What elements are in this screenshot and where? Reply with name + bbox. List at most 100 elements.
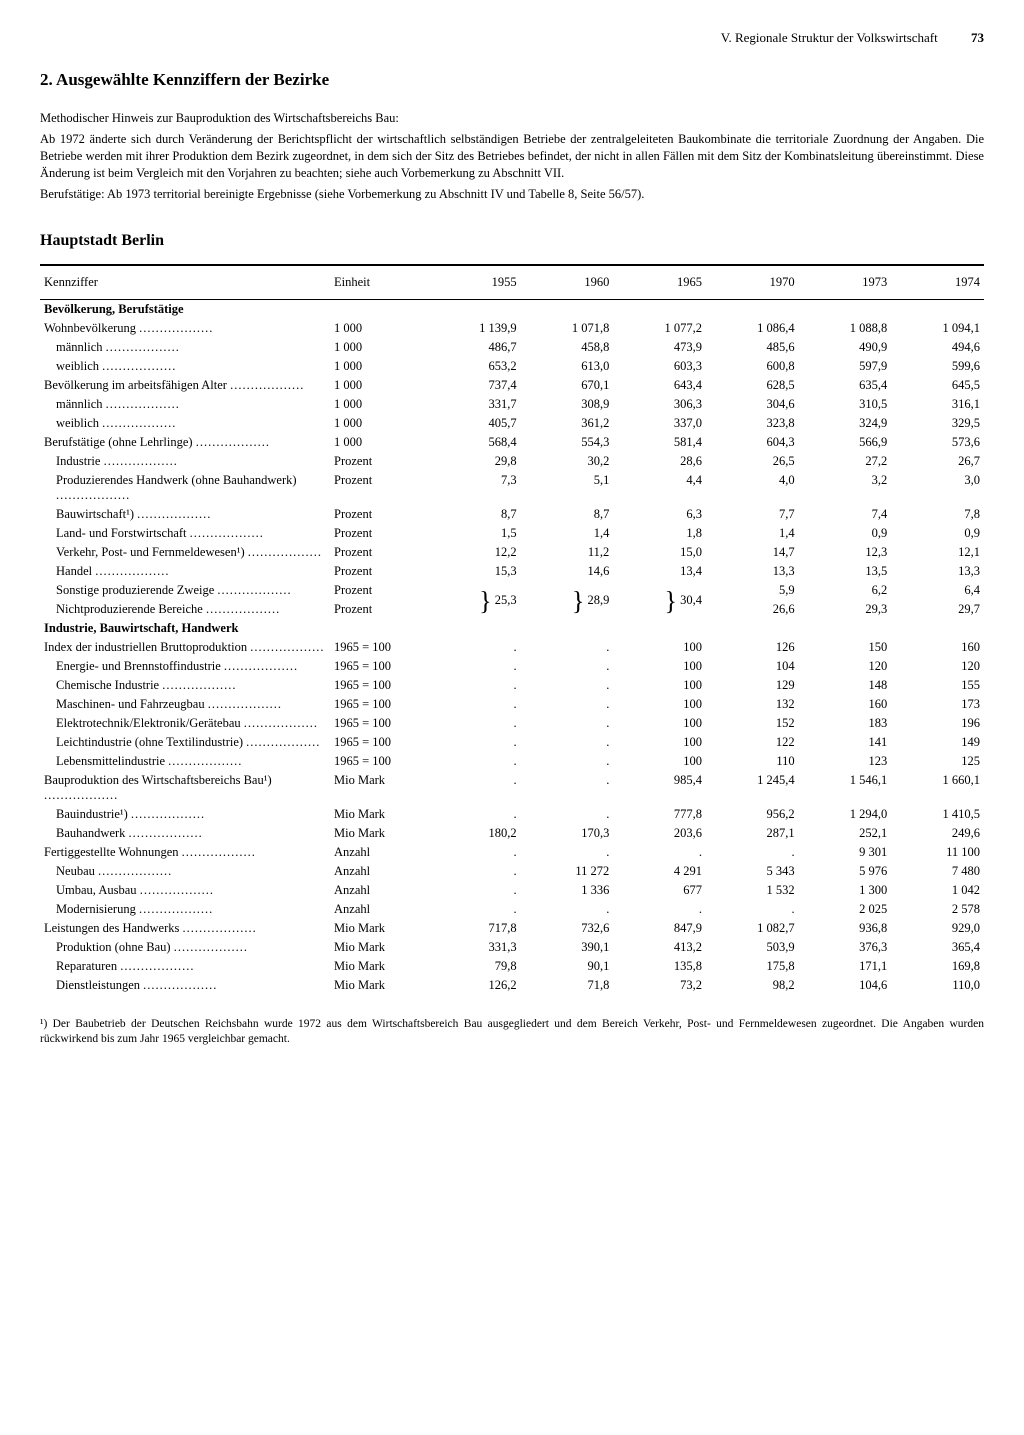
cell-value: 304,6 bbox=[706, 395, 799, 414]
cell-value: 777,8 bbox=[613, 805, 706, 824]
row-label: weiblich bbox=[40, 414, 330, 433]
cell-value: 29,3 bbox=[799, 600, 892, 619]
cell-value: } 28,9 bbox=[521, 581, 614, 619]
row-unit: 1965 = 100 bbox=[330, 657, 428, 676]
cell-value: 110 bbox=[706, 752, 799, 771]
cell-value: 458,8 bbox=[521, 338, 614, 357]
cell-value: 331,7 bbox=[428, 395, 521, 414]
cell-value: 11 100 bbox=[891, 843, 984, 862]
cell-value: . bbox=[521, 805, 614, 824]
cell-value: 100 bbox=[613, 657, 706, 676]
row-label: Modernisierung bbox=[40, 900, 330, 919]
cell-value: 566,9 bbox=[799, 433, 892, 452]
cell-value: 122 bbox=[706, 733, 799, 752]
cell-value: 316,1 bbox=[891, 395, 984, 414]
table-row: Chemische Industrie 1965 = 100..10012914… bbox=[40, 676, 984, 695]
cell-value: 1 336 bbox=[521, 881, 614, 900]
cell-value: . bbox=[521, 695, 614, 714]
cell-value: 600,8 bbox=[706, 357, 799, 376]
cell-value: 5,1 bbox=[521, 471, 614, 505]
cell-value: 1 139,9 bbox=[428, 319, 521, 338]
cell-value: . bbox=[706, 900, 799, 919]
cell-value: 15,0 bbox=[613, 543, 706, 562]
cell-value: 337,0 bbox=[613, 414, 706, 433]
cell-value: . bbox=[428, 900, 521, 919]
chapter-title: V. Regionale Struktur der Volkswirtschaf… bbox=[721, 30, 938, 45]
cell-value: 73,2 bbox=[613, 976, 706, 995]
cell-value: 152 bbox=[706, 714, 799, 733]
page-header: V. Regionale Struktur der Volkswirtschaf… bbox=[40, 30, 984, 46]
cell-value: 1 094,1 bbox=[891, 319, 984, 338]
cell-value: 737,4 bbox=[428, 376, 521, 395]
cell-value: 160 bbox=[891, 638, 984, 657]
table-row: Bauproduktion des Wirtschaftsbereichs Ba… bbox=[40, 771, 984, 805]
cell-value: 125 bbox=[891, 752, 984, 771]
cell-value: . bbox=[613, 843, 706, 862]
row-unit: Mio Mark bbox=[330, 771, 428, 805]
cell-value: . bbox=[428, 638, 521, 657]
table-row: Neubau Anzahl.11 2724 2915 3435 9767 480 bbox=[40, 862, 984, 881]
cell-value: 1 294,0 bbox=[799, 805, 892, 824]
cell-value: 7 480 bbox=[891, 862, 984, 881]
note-paragraph: Berufstätige: Ab 1973 territorial berein… bbox=[40, 186, 984, 203]
cell-value: 7,3 bbox=[428, 471, 521, 505]
cell-value: 7,4 bbox=[799, 505, 892, 524]
cell-value: . bbox=[521, 657, 614, 676]
cell-value: 486,7 bbox=[428, 338, 521, 357]
cell-value: 173 bbox=[891, 695, 984, 714]
row-unit: Anzahl bbox=[330, 900, 428, 919]
table-row: Energie- und Brennstoffindustrie 1965 = … bbox=[40, 657, 984, 676]
table-row: Bauwirtschaft¹) Prozent8,78,76,37,77,47,… bbox=[40, 505, 984, 524]
cell-value: . bbox=[428, 657, 521, 676]
row-unit: Mio Mark bbox=[330, 976, 428, 995]
cell-value: 604,3 bbox=[706, 433, 799, 452]
row-unit: Anzahl bbox=[330, 862, 428, 881]
row-label: Sonstige produzierende Zweige bbox=[40, 581, 330, 600]
cell-value: 0,9 bbox=[891, 524, 984, 543]
row-unit: Prozent bbox=[330, 452, 428, 471]
cell-value: . bbox=[428, 733, 521, 752]
cell-value: 100 bbox=[613, 733, 706, 752]
cell-value: 141 bbox=[799, 733, 892, 752]
cell-value: 175,8 bbox=[706, 957, 799, 976]
table-row: Produzierendes Handwerk (ohne Bauhandwer… bbox=[40, 471, 984, 505]
row-unit: Prozent bbox=[330, 524, 428, 543]
cell-value: 15,3 bbox=[428, 562, 521, 581]
cell-value: 160 bbox=[799, 695, 892, 714]
table-row: weiblich 1 000405,7361,2337,0323,8324,93… bbox=[40, 414, 984, 433]
cell-value: . bbox=[428, 695, 521, 714]
row-unit: 1965 = 100 bbox=[330, 752, 428, 771]
cell-value: 936,8 bbox=[799, 919, 892, 938]
row-unit: Prozent bbox=[330, 543, 428, 562]
cell-value: 5 343 bbox=[706, 862, 799, 881]
cell-value: 365,4 bbox=[891, 938, 984, 957]
cell-value: 628,5 bbox=[706, 376, 799, 395]
cell-value: 148 bbox=[799, 676, 892, 695]
row-unit: Prozent bbox=[330, 581, 428, 600]
cell-value: 643,4 bbox=[613, 376, 706, 395]
table-row: Umbau, Ausbau Anzahl.1 3366771 5321 3001… bbox=[40, 881, 984, 900]
row-label: Produzierendes Handwerk (ohne Bauhandwer… bbox=[40, 471, 330, 505]
table-row: männlich 1 000331,7308,9306,3304,6310,53… bbox=[40, 395, 984, 414]
cell-value: 323,8 bbox=[706, 414, 799, 433]
cell-value: . bbox=[428, 843, 521, 862]
cell-value: } 30,4 bbox=[613, 581, 706, 619]
cell-value: 26,7 bbox=[891, 452, 984, 471]
cell-value: 670,1 bbox=[521, 376, 614, 395]
table-row: Industrie Prozent29,830,228,626,527,226,… bbox=[40, 452, 984, 471]
cell-value: 6,4 bbox=[891, 581, 984, 600]
cell-value: 4,4 bbox=[613, 471, 706, 505]
table-row: männlich 1 000486,7458,8473,9485,6490,94… bbox=[40, 338, 984, 357]
table-row: Wohnbevölkerung 1 0001 139,91 071,81 077… bbox=[40, 319, 984, 338]
cell-value: 413,2 bbox=[613, 938, 706, 957]
cell-value: 7,8 bbox=[891, 505, 984, 524]
row-label: Bauproduktion des Wirtschaftsbereichs Ba… bbox=[40, 771, 330, 805]
cell-value: 28,6 bbox=[613, 452, 706, 471]
cell-value: 717,8 bbox=[428, 919, 521, 938]
row-unit: 1965 = 100 bbox=[330, 638, 428, 657]
cell-value: 12,3 bbox=[799, 543, 892, 562]
row-label: Dienstleistungen bbox=[40, 976, 330, 995]
cell-value: . bbox=[428, 714, 521, 733]
cell-value: 13,3 bbox=[706, 562, 799, 581]
table-row: Land- und Forstwirtschaft Prozent1,51,41… bbox=[40, 524, 984, 543]
